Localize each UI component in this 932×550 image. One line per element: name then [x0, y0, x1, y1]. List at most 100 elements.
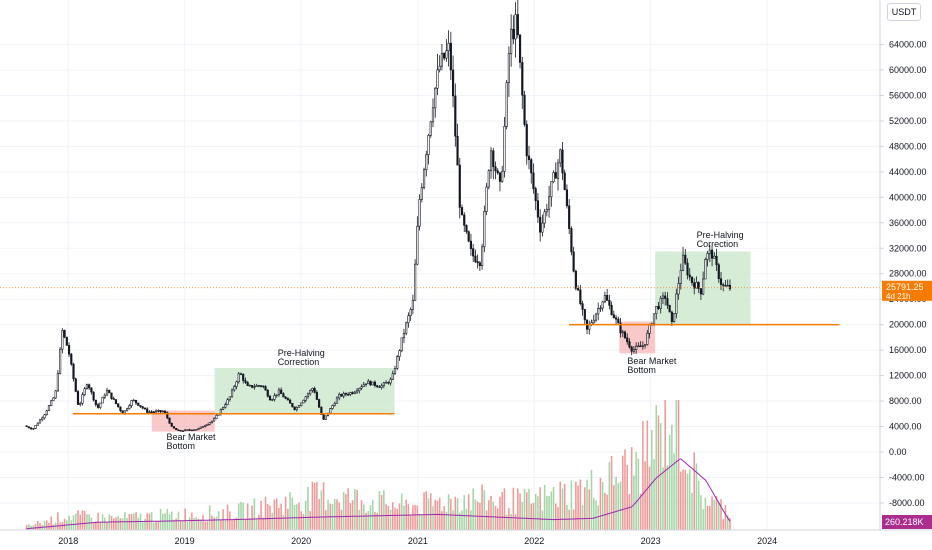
candle-body: [577, 288, 580, 291]
volume-bar: [414, 504, 416, 530]
candle-body: [588, 324, 591, 330]
candle-body: [398, 350, 401, 357]
volume-bar: [398, 503, 401, 530]
volume-bar: [351, 500, 354, 530]
volume-bar: [637, 458, 640, 530]
candle-body: [41, 417, 44, 421]
candle-body: [572, 251, 575, 272]
candle-body: [556, 162, 560, 179]
candle-body: [172, 426, 176, 429]
candle-body: [512, 28, 515, 40]
y-tick-label: 4000.00: [889, 422, 922, 432]
candle-body: [706, 253, 709, 260]
candle-body: [485, 186, 488, 212]
volume-bar: [717, 502, 720, 530]
y-tick-label: 12000.00: [889, 371, 927, 381]
volume-bar: [508, 508, 510, 530]
candle-body: [483, 211, 486, 248]
candle-body: [110, 392, 113, 399]
candle-body: [443, 53, 446, 59]
candle-body: [264, 386, 267, 391]
candle-body: [335, 397, 339, 404]
candle-body: [637, 345, 640, 347]
x-tick-label: 2024: [757, 536, 777, 546]
candle-body: [425, 154, 428, 171]
volume-bar: [514, 514, 517, 530]
candle-body: [503, 126, 506, 172]
candle-body: [661, 295, 665, 299]
volume-bar: [619, 481, 622, 530]
candle-body: [411, 300, 414, 310]
candle-body: [371, 381, 374, 386]
volume-bar: [613, 485, 615, 530]
candle-body: [498, 172, 502, 182]
volume-bar: [532, 502, 535, 530]
candle-body: [54, 390, 57, 399]
time-axis[interactable]: 2018 2019 2020 2021 2022 2023 2024: [0, 529, 932, 546]
volume-bar: [155, 521, 157, 530]
candle-body: [429, 121, 432, 136]
volume-bar: [592, 497, 595, 530]
candle-body: [686, 262, 689, 276]
candle-body: [170, 422, 173, 427]
volume-bar: [485, 510, 488, 530]
volume-bar: [626, 464, 629, 530]
candle-body: [492, 150, 495, 168]
candle-body: [666, 298, 669, 306]
candle-body: [449, 42, 452, 71]
candle-body: [306, 393, 310, 398]
candle-body: [213, 418, 216, 422]
candle-body: [304, 396, 307, 401]
volume-bar: [258, 514, 260, 530]
volume-bar: [677, 400, 680, 530]
volume-bar: [586, 479, 588, 530]
volume-bar: [481, 484, 483, 530]
candle-body: [251, 385, 254, 388]
volume-bar: [452, 510, 454, 530]
volume-bar: [722, 519, 725, 530]
volume-bar: [117, 515, 119, 530]
volume-bar: [528, 488, 530, 530]
volume-bar: [559, 481, 562, 530]
volume-bar: [445, 511, 448, 530]
volume-bar: [644, 461, 646, 530]
candle-body: [476, 261, 479, 264]
candle-body: [467, 231, 470, 242]
volume-bar: [307, 486, 309, 530]
volume-bar: [112, 518, 115, 530]
candle-body: [648, 324, 651, 334]
candle-body: [681, 254, 685, 271]
volume-bar: [213, 517, 215, 530]
candle-body: [163, 410, 167, 414]
volume-pane: [25, 400, 731, 530]
volume-bar: [668, 434, 671, 530]
candle-body: [548, 196, 551, 210]
x-tick-label: 2023: [641, 536, 661, 546]
candle-body: [137, 402, 140, 406]
candle-body: [539, 216, 542, 233]
y-tick-label: 60000.00: [889, 65, 927, 75]
candle-body: [108, 389, 111, 394]
volume-bar: [126, 517, 128, 530]
volume-bar: [700, 495, 702, 530]
volume-bar: [88, 514, 90, 530]
volume-bar: [454, 496, 457, 530]
candle-body: [677, 283, 680, 295]
candle-body: [704, 259, 707, 280]
price-axis[interactable]: 64000.00 60000.00 56000.00 52000.00 48000.00…: [879, 0, 927, 530]
candle-body: [90, 387, 93, 393]
candle-body: [630, 346, 633, 352]
candle-body: [367, 380, 370, 385]
candle-body: [597, 308, 600, 315]
candle-body: [710, 249, 714, 259]
volume-bar: [418, 513, 421, 530]
candle-body: [155, 410, 158, 413]
candle-body: [445, 50, 448, 59]
candle-body: [639, 345, 642, 347]
candle-body: [436, 69, 439, 89]
volume-tag: [882, 515, 932, 529]
volume-bar: [215, 516, 218, 530]
candle-body: [550, 181, 553, 198]
currency-selector[interactable]: USDT: [887, 3, 921, 21]
